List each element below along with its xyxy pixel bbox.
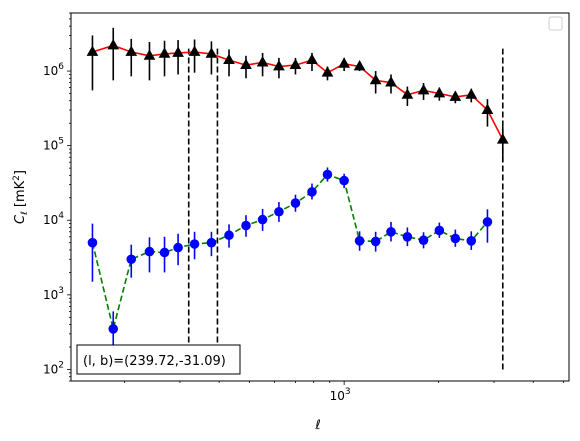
series-1-point-6	[189, 239, 200, 249]
series-0-point-0	[86, 45, 99, 56]
series-0-point-9	[240, 58, 252, 70]
y-tick-label-1: 103	[43, 286, 64, 302]
series-0-point-2	[125, 45, 138, 56]
series-0-point-25	[496, 133, 509, 144]
x-axis-label: ℓ	[314, 418, 320, 433]
series-0-point-1	[107, 39, 120, 50]
data-markers	[86, 39, 509, 334]
series-1-point-9	[241, 220, 251, 231]
series-1-point-8	[224, 230, 234, 241]
series-1-point-23	[466, 236, 477, 246]
series-0-point-5	[172, 46, 184, 57]
series-1-point-7	[206, 237, 217, 248]
series-1-point-3	[144, 246, 155, 257]
series-0-point-7	[205, 47, 218, 58]
svg-text:Cℓ [mK2]: Cℓ [mK2]	[12, 170, 30, 224]
empty-legend	[548, 16, 563, 31]
series-lines	[91, 44, 504, 330]
series-0-point-8	[223, 53, 235, 65]
series-0-point-13	[306, 53, 318, 65]
series-1-point-12	[290, 198, 301, 208]
series-1-point-5	[173, 242, 183, 253]
axes-frame	[70, 12, 570, 382]
series-0-point-10	[256, 56, 269, 67]
annotation-frame	[76, 344, 241, 375]
series-0-point-12	[289, 58, 302, 70]
series-0-point-6	[188, 45, 201, 56]
series-1-point-16	[354, 236, 365, 246]
y-tick-label-0: 102	[43, 360, 64, 376]
y-tick-label-4: 106	[43, 62, 64, 78]
y-tick-label-2: 104	[43, 211, 64, 227]
series-1-point-15	[339, 175, 349, 186]
series-0-point-3	[143, 49, 156, 60]
series-0-point-21	[433, 87, 446, 98]
plot-area	[70, 12, 570, 382]
series-1-point-20	[418, 235, 429, 246]
annotation-box: (l, b)=(239.72,-31.09)	[76, 344, 241, 375]
series-0-point-15	[338, 57, 350, 68]
series-1-point-22	[450, 233, 461, 244]
series-1-point-4	[159, 247, 170, 258]
x-axis-ticks: 103	[124, 381, 565, 403]
series-1-point-24	[482, 217, 493, 227]
series-0-point-16	[353, 60, 366, 71]
series-0-point-19	[401, 88, 414, 99]
series-1-point-19	[402, 231, 413, 242]
y-tick-label-3: 105	[43, 137, 64, 153]
series-0-point-24	[481, 103, 494, 114]
series-1-point-10	[257, 214, 268, 225]
series-0-point-17	[369, 73, 382, 85]
series-0-point-18	[385, 76, 397, 87]
series-0-point-11	[273, 60, 285, 71]
series-1-point-14	[322, 169, 333, 180]
series-1-point-17	[370, 236, 381, 247]
series-1-point-1	[108, 324, 119, 334]
y-axis-label: Cℓ [mK2]	[12, 170, 30, 224]
y-axis-ticks: 102 103 104 105 106	[43, 12, 71, 382]
series-1-point-2	[126, 254, 137, 265]
series-0-point-4	[158, 47, 171, 58]
series-0-point-20	[417, 83, 430, 95]
x-tick-label-0: 103	[330, 387, 351, 403]
series-1-point-11	[274, 206, 284, 217]
series-0-point-14	[321, 66, 334, 77]
legend-box	[548, 16, 563, 31]
annotation-text: (l, b)=(239.72,-31.09)	[83, 354, 226, 369]
series-1-point-18	[386, 227, 396, 237]
error-bars	[91, 27, 504, 361]
series-1-point-13	[307, 187, 317, 197]
series-1-point-0	[87, 237, 98, 248]
series-0-point-23	[465, 88, 478, 99]
series-0-point-22	[449, 90, 462, 101]
series-1-point-21	[434, 225, 445, 236]
